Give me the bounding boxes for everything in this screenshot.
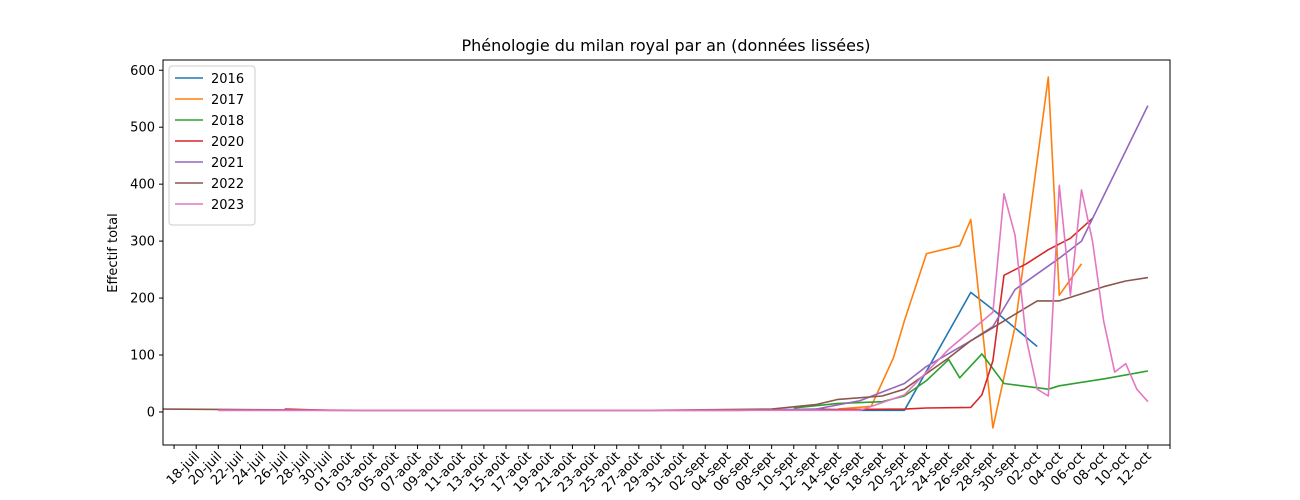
series-line-2023 xyxy=(218,184,1149,412)
y-tick-label: 200 xyxy=(130,292,155,307)
legend-label-2021: 2021 xyxy=(211,156,244,171)
y-tick-label: 100 xyxy=(130,349,155,364)
series-line-2018 xyxy=(793,353,1149,409)
y-tick-label: 600 xyxy=(130,64,155,79)
legend-label-2016: 2016 xyxy=(211,72,244,87)
y-tick-label: 300 xyxy=(130,235,155,250)
y-tick-label: 500 xyxy=(130,121,155,136)
legend-label-2020: 2020 xyxy=(211,135,244,150)
y-tick-label: 400 xyxy=(130,178,155,193)
legend-label-2022: 2022 xyxy=(211,177,244,192)
legend-label-2017: 2017 xyxy=(211,93,244,108)
legend-box xyxy=(168,65,256,226)
y-axis-label: Effectif total xyxy=(106,213,121,292)
chart-title: Phénologie du milan royal par an (donnée… xyxy=(461,36,870,55)
plot-frame xyxy=(162,59,1171,446)
legend-label-2023: 2023 xyxy=(211,198,244,213)
series-layer xyxy=(162,76,1149,429)
legend: 2016 2017 2018 2020 2021 2022 2023 xyxy=(168,65,256,226)
y-tick-label: 0 xyxy=(147,405,155,420)
y-axis: 0 100 200 300 400 500 600 xyxy=(130,64,163,420)
legend-label-2018: 2018 xyxy=(211,114,244,129)
series-line-2021 xyxy=(218,105,1149,412)
series-line-2017 xyxy=(837,76,1083,429)
